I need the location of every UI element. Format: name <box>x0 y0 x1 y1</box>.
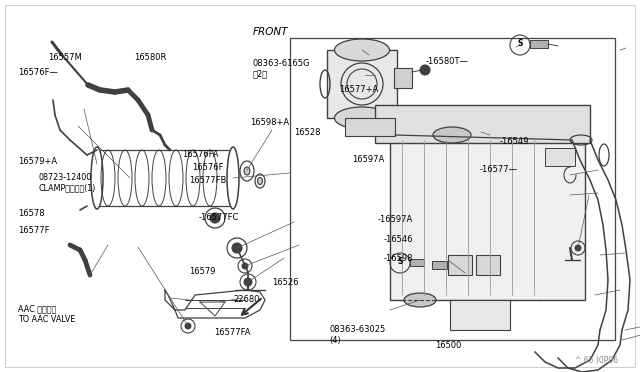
Text: 16577FA: 16577FA <box>214 328 251 337</box>
Ellipse shape <box>335 107 390 129</box>
Circle shape <box>575 245 581 251</box>
Text: 16579+A: 16579+A <box>18 157 57 166</box>
Text: 22680: 22680 <box>234 295 260 304</box>
Text: -16546: -16546 <box>384 235 413 244</box>
Text: 16577FB: 16577FB <box>189 176 226 185</box>
Ellipse shape <box>257 177 262 185</box>
Text: -16549: -16549 <box>499 137 529 146</box>
Text: -16577FC: -16577FC <box>198 213 239 222</box>
Text: 08723-12400
CLAMPクランプ(1): 08723-12400 CLAMPクランプ(1) <box>38 173 96 192</box>
Bar <box>432 261 447 269</box>
Text: 16598+A: 16598+A <box>250 118 289 127</box>
Text: 16528: 16528 <box>294 128 321 137</box>
Text: 16580R: 16580R <box>134 53 167 62</box>
Text: -16597A: -16597A <box>378 215 413 224</box>
Bar <box>530 40 548 48</box>
Circle shape <box>232 243 242 253</box>
Bar <box>545 148 575 166</box>
Text: 16577+A: 16577+A <box>339 85 378 94</box>
Text: 16579: 16579 <box>189 267 215 276</box>
Circle shape <box>244 278 252 286</box>
Text: 16577F: 16577F <box>18 226 49 235</box>
Text: 08363-63025
(4): 08363-63025 (4) <box>330 325 386 344</box>
Text: 16597A: 16597A <box>352 155 384 164</box>
Text: S: S <box>397 257 403 266</box>
Text: FRONT: FRONT <box>253 27 288 36</box>
Text: -16577—: -16577— <box>480 165 518 174</box>
Circle shape <box>185 323 191 329</box>
Bar <box>290 38 615 340</box>
Bar <box>375 105 590 143</box>
Ellipse shape <box>244 167 250 175</box>
Text: 16578: 16578 <box>18 209 45 218</box>
Text: 16576F: 16576F <box>192 163 223 172</box>
Circle shape <box>210 213 220 223</box>
Circle shape <box>242 263 248 269</box>
Text: 16500: 16500 <box>435 341 461 350</box>
Text: -16580T—: -16580T— <box>426 57 468 66</box>
Bar <box>450 300 510 330</box>
Circle shape <box>420 65 430 75</box>
Text: S: S <box>517 39 523 48</box>
Ellipse shape <box>404 293 436 307</box>
Bar <box>390 135 585 300</box>
Bar <box>394 68 412 88</box>
Text: 16557M: 16557M <box>48 53 82 62</box>
Text: 16526: 16526 <box>272 278 298 287</box>
Text: -16598: -16598 <box>384 254 413 263</box>
Text: 16576F—: 16576F— <box>18 68 58 77</box>
Bar <box>327 50 397 118</box>
Bar <box>345 118 395 136</box>
Text: AAC バルブへ
TO AAC VALVE: AAC バルブへ TO AAC VALVE <box>18 305 76 324</box>
Bar <box>410 259 424 266</box>
Text: 08363-6165G
（2）: 08363-6165G （2） <box>253 59 310 78</box>
Bar <box>476 255 500 275</box>
Bar <box>448 255 472 275</box>
Ellipse shape <box>335 39 390 61</box>
Text: 16576FA: 16576FA <box>182 150 219 159</box>
Ellipse shape <box>433 127 471 143</box>
Text: ^ 65 )0P06: ^ 65 )0P06 <box>575 356 618 365</box>
